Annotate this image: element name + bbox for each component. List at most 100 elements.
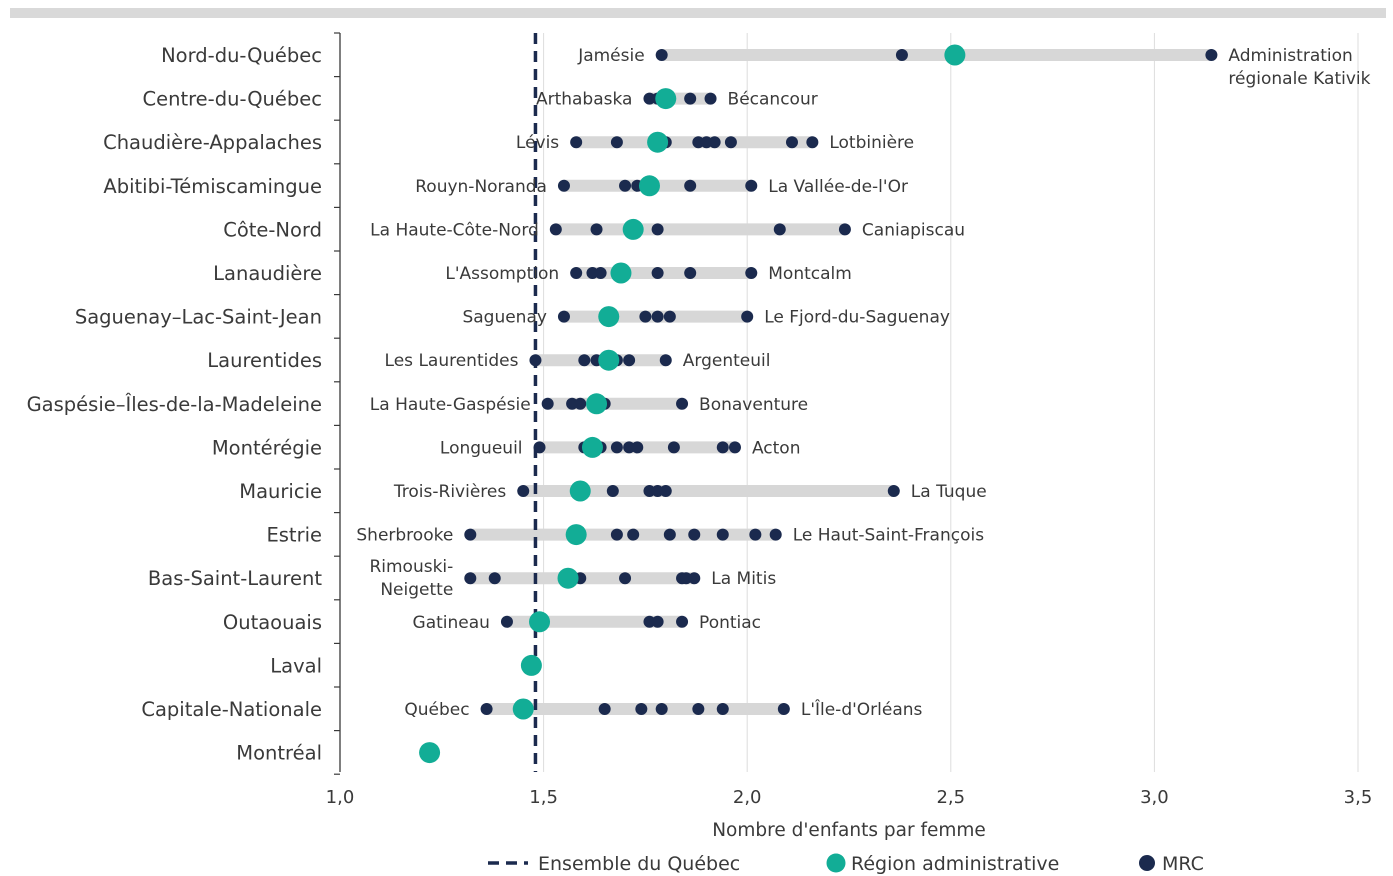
min-label: Longueuil bbox=[440, 438, 523, 458]
region-label: Chaudière-Appalaches bbox=[103, 131, 322, 154]
mrc-dot bbox=[769, 528, 782, 541]
region-label: Bas-Saint-Laurent bbox=[148, 567, 322, 590]
mrc-dot bbox=[708, 136, 721, 149]
mrc-dot bbox=[590, 223, 603, 236]
mrc-dot bbox=[887, 485, 900, 497]
min-label: Rouyn-Noranda bbox=[415, 177, 547, 197]
end-labels: Nord-du-Québec Jamésie Administration régio… bbox=[27, 44, 1371, 765]
mrc-dot bbox=[895, 49, 908, 61]
region-dot bbox=[512, 698, 534, 720]
x-tick-label: 1,0 bbox=[326, 787, 355, 808]
region-dot bbox=[557, 567, 579, 589]
min-label: Jamésie bbox=[577, 46, 645, 66]
region-label: Centre-du-Québec bbox=[142, 88, 322, 111]
mrc-dot bbox=[741, 310, 754, 323]
mrc-dot bbox=[651, 267, 664, 279]
mrc-dot bbox=[610, 528, 623, 541]
max-label: Caniapiscau bbox=[862, 220, 965, 240]
mrc-dot bbox=[623, 354, 636, 367]
mrc-dot bbox=[716, 703, 729, 715]
min-label: Lévis bbox=[516, 133, 559, 153]
max-label: Le Haut-Saint-François bbox=[793, 526, 985, 546]
max-label: L'Île-d'Orléans bbox=[801, 698, 923, 720]
region-dots bbox=[419, 44, 966, 764]
mrc-dot bbox=[745, 267, 758, 279]
region-dot bbox=[565, 524, 587, 546]
region-label: Montréal bbox=[236, 742, 322, 765]
legend-label-region: Région administrative bbox=[851, 853, 1059, 875]
region-dot bbox=[647, 131, 669, 153]
mrc-dot bbox=[610, 441, 623, 454]
min-label: Saguenay bbox=[462, 308, 547, 328]
mrc-dot bbox=[639, 310, 652, 323]
legend-label-mrc: MRC bbox=[1162, 853, 1204, 875]
max-label: régionale Kativik bbox=[1228, 69, 1370, 89]
mrc-dot bbox=[749, 528, 762, 541]
region-label: Mauricie bbox=[239, 480, 322, 503]
mrc-dot bbox=[570, 267, 583, 279]
mrc-dot bbox=[594, 267, 607, 279]
mrc-dot bbox=[716, 528, 729, 541]
mrc-dot bbox=[667, 441, 680, 454]
mrc-dots bbox=[423, 49, 1218, 759]
mrc-dot bbox=[500, 615, 513, 628]
mrc-dot bbox=[619, 179, 632, 192]
mrc-dot bbox=[610, 136, 623, 149]
mrc-dot bbox=[464, 572, 477, 585]
min-label: L'Assomption bbox=[445, 264, 559, 284]
mrc-dot bbox=[578, 354, 591, 367]
region-label: Outaouais bbox=[223, 611, 322, 634]
legend-region-icon bbox=[826, 853, 846, 873]
mrc-dot bbox=[517, 485, 530, 497]
max-label: Argenteuil bbox=[683, 351, 771, 371]
x-tick-label: 3,0 bbox=[1140, 787, 1169, 808]
region-dot bbox=[944, 44, 966, 66]
mrc-dot bbox=[745, 179, 758, 192]
mrc-dot bbox=[663, 310, 676, 323]
mrc-dot bbox=[724, 136, 737, 149]
max-label: Pontiac bbox=[699, 613, 761, 633]
mrc-dot bbox=[464, 528, 477, 541]
mrc-dot bbox=[773, 223, 786, 236]
region-dot bbox=[581, 436, 603, 458]
mrc-dot bbox=[684, 92, 697, 105]
region-dot bbox=[569, 480, 591, 502]
x-tick-label: 2,0 bbox=[733, 787, 762, 808]
mrc-dot bbox=[488, 572, 501, 585]
mrc-dot bbox=[676, 615, 689, 628]
region-label: Montérégie bbox=[212, 436, 322, 459]
axes: 1,0 1,5 2,0 2,5 3,0 3,5 bbox=[326, 32, 1372, 808]
region-label: Abitibi-Témiscamingue bbox=[103, 175, 322, 198]
mrc-dot bbox=[598, 703, 611, 715]
region-label: Laurentides bbox=[207, 349, 322, 372]
mrc-dot bbox=[655, 49, 668, 61]
region-label: Estrie bbox=[266, 524, 322, 547]
mrc-dot bbox=[684, 267, 697, 279]
region-dot bbox=[610, 262, 632, 284]
mrc-dot bbox=[688, 528, 701, 541]
mrc-dot bbox=[806, 136, 819, 149]
mrc-dot bbox=[704, 92, 717, 105]
region-dot bbox=[586, 393, 608, 415]
mrc-dot bbox=[635, 703, 648, 715]
region-label: Saguenay–Lac-Saint-Jean bbox=[75, 306, 322, 329]
x-tick-label: 2,5 bbox=[936, 787, 965, 808]
mrc-dot bbox=[549, 223, 562, 236]
x-tick-label: 1,5 bbox=[529, 787, 558, 808]
mrc-dot bbox=[557, 179, 570, 192]
mrc-dot bbox=[676, 397, 689, 410]
region-label: Laval bbox=[270, 654, 322, 677]
mrc-dot bbox=[692, 703, 705, 715]
mrc-dot bbox=[688, 572, 701, 585]
legend: Ensemble du Québec Région administrative M… bbox=[488, 853, 1204, 875]
max-label: Le Fjord-du-Saguenay bbox=[764, 308, 950, 328]
mrc-dot bbox=[1205, 49, 1218, 61]
region-dot bbox=[520, 654, 542, 676]
region-dot bbox=[655, 88, 677, 110]
min-label: La Haute-Côte-Nord bbox=[370, 220, 539, 240]
mrc-dot bbox=[574, 397, 587, 410]
min-label: Les Laurentides bbox=[385, 351, 519, 371]
region-dot bbox=[529, 611, 551, 633]
mrc-dot bbox=[619, 572, 632, 585]
